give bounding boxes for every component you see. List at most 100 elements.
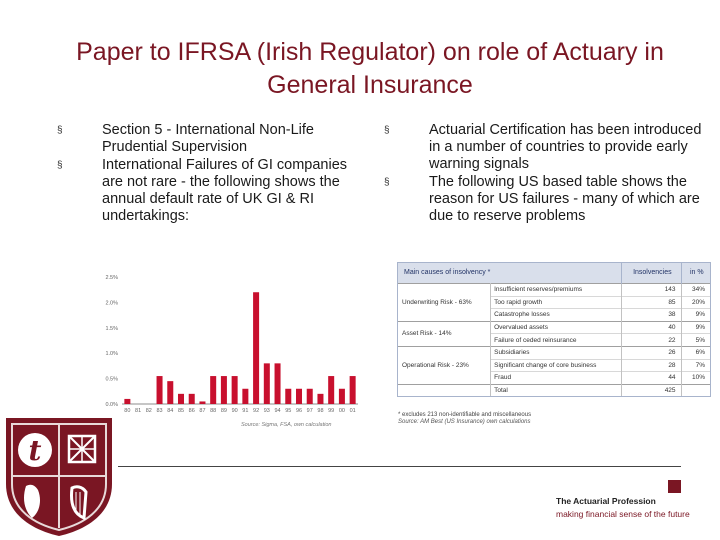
chart-bar: [220, 376, 227, 404]
insolvencies-cell: 28: [621, 358, 682, 372]
risk-group-cell: Operational Risk - 23%: [398, 345, 492, 385]
cause-cell: Overvalued assets: [490, 320, 623, 334]
table-row: Fraud 44 10%: [398, 371, 710, 385]
table-source: Source: AM Best (US Insurance) own calcu…: [398, 419, 531, 425]
x-tick-label: 87: [199, 408, 205, 414]
insolvencies-cell: 22: [621, 333, 682, 347]
header-insolvencies: Insolvencies: [621, 263, 682, 284]
table-row: Significant change of core business 28 7%: [398, 358, 710, 372]
risk-group-cell: Asset Risk - 14%: [398, 320, 492, 347]
y-tick-label: 0.5%: [105, 377, 118, 383]
total-label: Total: [490, 383, 623, 397]
chart-source: Source: Sigma, FSA, own calculation: [241, 422, 332, 428]
bullet-text: International Failures of GI companies a…: [102, 157, 348, 224]
chart-bar: [188, 393, 195, 404]
insolvencies-cell: 44: [621, 371, 682, 385]
insolvency-causes-table: Main causes of insolvency * Insolvencies…: [397, 262, 711, 398]
x-tick-label: 98: [317, 408, 323, 414]
total-value: 425: [621, 383, 682, 397]
x-tick-label: 82: [146, 408, 152, 414]
insolvencies-cell: 143: [621, 283, 682, 297]
table-row: Catastrophe losses 38 9%: [398, 308, 710, 322]
bullet-marker-icon: §: [384, 125, 390, 136]
cause-cell: Too rapid growth: [490, 295, 623, 309]
percent-cell: 20%: [681, 295, 710, 309]
x-tick-label: 93: [264, 408, 270, 414]
x-tick-label: 97: [307, 408, 313, 414]
chart-bar: [124, 398, 131, 404]
slide-title: Paper to IFRSA (Irish Regulator) on role…: [76, 38, 664, 99]
percent-cell: 10%: [681, 371, 710, 385]
chart-bar: [167, 381, 174, 404]
insolvencies-cell: 38: [621, 308, 682, 322]
x-tick-label: 00: [339, 408, 345, 414]
x-tick-label: 01: [350, 408, 356, 414]
bullet-item: § Section 5 - International Non-Life Prud…: [57, 122, 347, 156]
percent-cell: 9%: [681, 308, 710, 322]
y-tick-label: 2.0%: [105, 300, 118, 306]
x-tick-label: 81: [135, 408, 141, 414]
bullet-text: The following US based table shows the r…: [429, 174, 700, 224]
cause-cell: Subsidiaries: [490, 345, 623, 360]
x-tick-label: 90: [232, 408, 238, 414]
chart-bar: [253, 292, 260, 404]
cause-cell: Catastrophe losses: [490, 308, 623, 322]
header-causes: Main causes of insolvency *: [398, 263, 623, 284]
y-tick-label: 2.5%: [105, 275, 118, 281]
percent-cell: 5%: [681, 333, 710, 347]
bullet-item: § Actuarial Certification has been introd…: [384, 122, 706, 173]
chart-bar: [156, 376, 163, 404]
x-tick-label: 89: [221, 408, 227, 414]
empty-cell: [681, 383, 710, 397]
default-rate-bar-chart: 0.0% 0.5% 1.0% 1.5% 2.0% 2.5% 80 81 82 83 84 85 86 87…: [105, 275, 358, 414]
chart-bar: [199, 401, 206, 404]
chart-bar: [349, 376, 356, 404]
table-row: Operational Risk - 23% Subsidiaries 26 6%: [398, 345, 710, 385]
empty-cell: [398, 383, 492, 397]
chart-bar: [210, 376, 217, 404]
x-tick-label: 85: [178, 408, 184, 414]
x-tick-label: 95: [285, 408, 291, 414]
chart-bar: [274, 363, 281, 404]
x-tick-label: 83: [156, 408, 162, 414]
x-tick-label: 88: [210, 408, 216, 414]
cause-cell: Significant change of core business: [490, 358, 623, 372]
x-tick-label: 99: [328, 408, 334, 414]
x-tick-label: 84: [167, 408, 173, 414]
chart-bar: [231, 376, 238, 404]
y-tick-label: 1.5%: [105, 326, 118, 332]
x-tick-label: 91: [242, 408, 248, 414]
footnote-text: * excludes 213 non-identifiable and misc…: [398, 412, 532, 418]
crest-letter: t: [29, 434, 42, 467]
insolvencies-cell: 85: [621, 295, 682, 309]
table-row: Asset Risk - 14% Overvalued assets 40 9%: [398, 320, 710, 347]
percent-cell: 6%: [681, 345, 710, 360]
insolvency-table: Main causes of insolvency * Insolvencies…: [398, 263, 710, 397]
insolvencies-cell: 40: [621, 320, 682, 334]
table-row: Failure of ceded reinsurance 22 5%: [398, 333, 710, 347]
chart-bar: [295, 388, 303, 404]
percent-cell: 34%: [681, 283, 710, 297]
left-bullet-list: § Section 5 - International Non-Life Prud…: [57, 122, 347, 226]
x-tick-label: 94: [274, 408, 280, 414]
table-row: Underwriting Risk - 63% Insufficient rese…: [398, 283, 710, 322]
x-tick-label: 92: [253, 408, 259, 414]
chart-bar: [328, 376, 335, 404]
cause-cell: Fraud: [490, 371, 623, 385]
bullet-item: § International Failures of GI companies …: [57, 157, 347, 225]
chart-bar: [317, 393, 324, 404]
table-row: Too rapid growth 85 20%: [398, 295, 710, 309]
profession-logo-square-icon: [668, 480, 681, 493]
cause-cell: Failure of ceded reinsurance: [490, 333, 623, 347]
insolvencies-cell: 26: [621, 345, 682, 360]
table-header-row: Main causes of insolvency * Insolvencies…: [398, 263, 710, 284]
bullet-marker-icon: §: [57, 125, 63, 136]
bullet-text: Section 5 - International Non-Life Prude…: [102, 122, 314, 155]
table-total-row: Total 425: [398, 383, 710, 397]
x-tick-label: 80: [124, 408, 130, 414]
y-tick-label: 0.0%: [105, 402, 118, 408]
chart-bar: [177, 393, 185, 404]
footer-divider: [118, 466, 681, 467]
chart-bar: [306, 388, 313, 404]
chart-bar: [285, 388, 292, 404]
